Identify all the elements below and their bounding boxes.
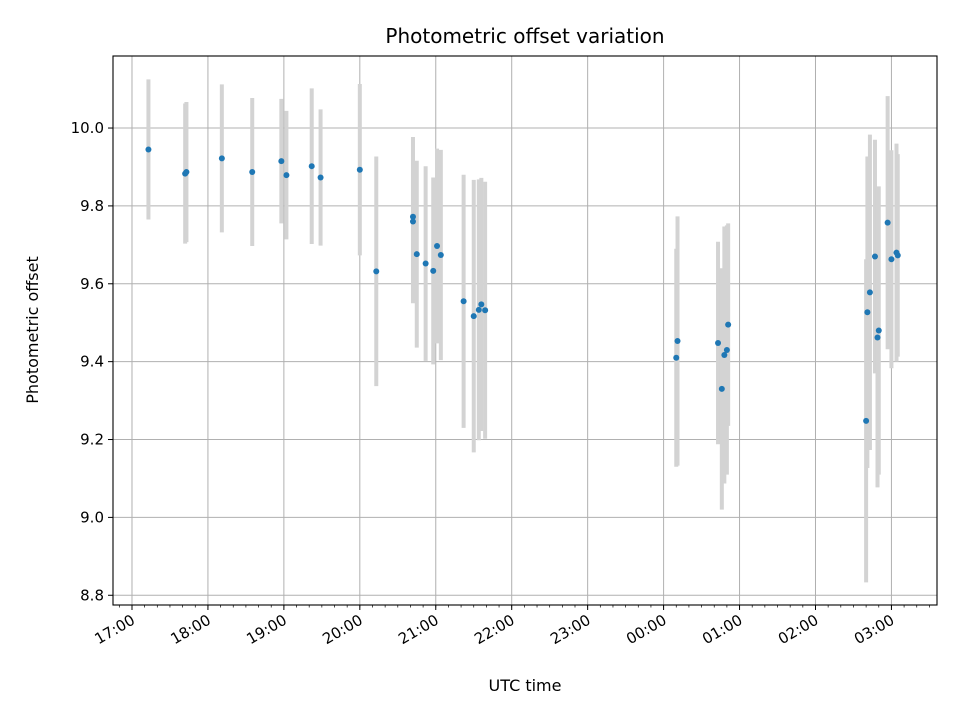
data-point	[145, 146, 152, 153]
x-tick-label: 03:00	[851, 611, 897, 648]
data-point	[249, 169, 256, 176]
data-point	[866, 289, 873, 296]
data-point	[460, 298, 467, 305]
data-point	[863, 417, 870, 424]
x-tick-label: 02:00	[775, 611, 821, 648]
y-tick-label: 10.0	[71, 119, 104, 137]
data-point	[894, 252, 901, 259]
data-point	[283, 172, 290, 179]
data-point	[875, 327, 882, 334]
data-point	[874, 334, 881, 341]
data-point	[308, 163, 315, 170]
x-tick-label: 01:00	[699, 611, 745, 648]
y-tick-label: 8.8	[80, 586, 104, 604]
y-tick-label: 9.2	[80, 431, 104, 449]
data-point	[674, 338, 681, 345]
data-point	[218, 155, 225, 162]
data-point	[864, 309, 871, 316]
data-point	[470, 313, 477, 320]
data-point	[888, 256, 895, 263]
error-bars	[146, 79, 900, 583]
data-point	[715, 339, 722, 346]
grid	[113, 56, 937, 605]
data-point	[725, 321, 732, 328]
data-point	[356, 166, 363, 173]
y-tick-label: 9.4	[80, 353, 104, 371]
y-tick-label: 9.8	[80, 197, 104, 215]
y-axis: 8.8 9.0 9.2 9.4 9.6 9.8 10.0	[71, 119, 113, 604]
data-point	[673, 354, 680, 361]
data-point	[482, 307, 489, 314]
x-tick-label: 20:00	[319, 611, 365, 648]
x-tick-label: 17:00	[92, 611, 138, 648]
data-point	[317, 174, 324, 181]
data-point	[409, 213, 416, 220]
data-point	[437, 251, 444, 258]
y-axis-label: Photometric offset	[23, 256, 42, 404]
data-point	[871, 253, 878, 260]
chart-title: Photometric offset variation	[385, 24, 664, 48]
y-tick-label: 9.0	[80, 508, 104, 526]
x-tick-label: 00:00	[623, 611, 669, 648]
data-point	[409, 218, 416, 225]
data-point	[721, 352, 728, 359]
data-point	[475, 306, 482, 313]
x-tick-label: 23:00	[547, 611, 593, 648]
data-point	[430, 267, 437, 274]
plot-frame	[112, 55, 938, 606]
data-point	[723, 346, 730, 353]
x-tick-label: 18:00	[167, 611, 213, 648]
x-tick-label: 21:00	[395, 611, 441, 648]
y-tick-label: 9.6	[80, 275, 104, 293]
data-point	[183, 169, 190, 176]
x-tick-label: 19:00	[243, 611, 289, 648]
data-point	[434, 243, 441, 250]
data-point	[373, 268, 380, 275]
data-point	[413, 251, 420, 258]
x-axis: 17:00 18:00 19:00 20:00 21:00 22:00 23:00 00:00…	[92, 605, 930, 648]
data-points	[145, 146, 901, 424]
x-tick-label: 22:00	[471, 611, 517, 648]
data-point	[884, 219, 891, 226]
data-point	[278, 158, 285, 165]
x-axis-label: UTC time	[489, 676, 562, 695]
data-point	[718, 385, 725, 392]
data-point	[422, 260, 429, 267]
data-point	[478, 301, 485, 308]
